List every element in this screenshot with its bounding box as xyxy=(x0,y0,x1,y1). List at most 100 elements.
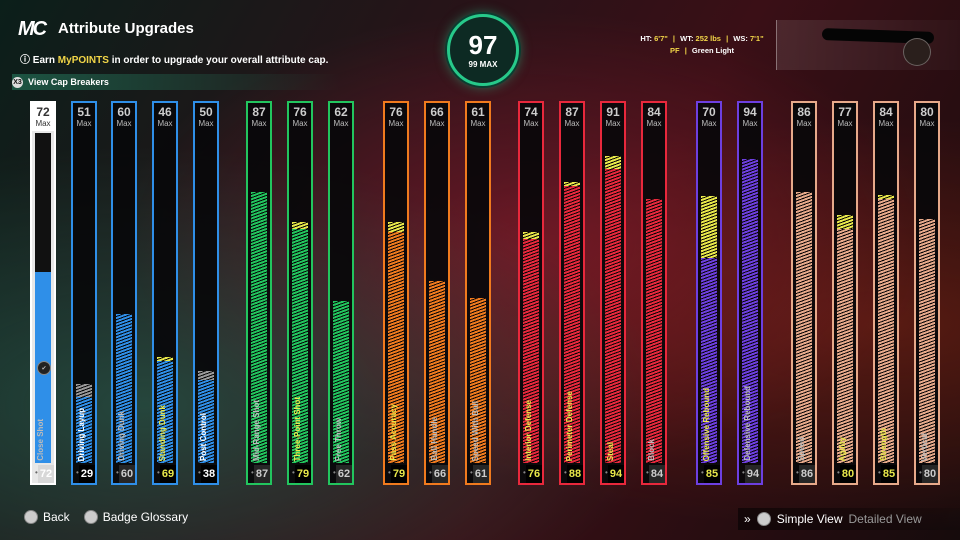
attribute-current-fill xyxy=(605,169,621,463)
attribute-upgrade-fill xyxy=(523,232,539,239)
attribute-current-value: 86 xyxy=(799,465,815,483)
attribute-max-label: Max xyxy=(116,119,132,128)
attribute-max-label: Max xyxy=(701,119,717,128)
attribute-current-fill xyxy=(198,380,214,463)
attribute-max-label: Max xyxy=(333,119,349,128)
attribute-name: Interior Defense xyxy=(521,349,535,461)
more-dots-icon: •• xyxy=(333,468,339,477)
detailed-view-option[interactable]: Detailed View xyxy=(848,512,922,526)
attribute-max: 70 Max xyxy=(698,103,720,131)
attribute-name-text: Close Shot xyxy=(35,419,45,461)
attribute-name-text: Block xyxy=(646,439,656,461)
attribute-name-text: Defensive Rebound xyxy=(742,386,752,461)
player-banner xyxy=(776,20,960,70)
attribute-name: Speed xyxy=(794,349,808,461)
view-cap-breakers-button[interactable]: X3 View Cap Breakers xyxy=(12,74,342,90)
attribute-current-value: 84 xyxy=(649,465,665,483)
attribute-name: Ball Handle xyxy=(427,349,441,461)
more-dots-icon: •• xyxy=(35,468,41,477)
attribute-current-value: 76 xyxy=(526,465,542,483)
subtitle-prefix: Earn xyxy=(32,55,58,66)
badge-glossary-button[interactable]: Badge Glossary xyxy=(83,510,188,524)
more-dots-icon: •• xyxy=(388,468,394,477)
more-dots-icon: •• xyxy=(292,468,298,477)
attribute-max-label: Max xyxy=(198,119,214,128)
more-dots-icon: •• xyxy=(157,468,163,477)
attribute-current-value: 69 xyxy=(160,465,176,483)
more-dots-icon: •• xyxy=(837,468,843,477)
controller-button-icon: X3 xyxy=(12,76,23,88)
attribute-name: Offensive Rebound xyxy=(699,349,713,461)
simple-view-option[interactable]: Simple View xyxy=(776,512,843,526)
back-button[interactable]: Back xyxy=(24,510,70,524)
attribute-max: 50 Max xyxy=(195,103,217,131)
attribute-current-value: 94 xyxy=(745,465,761,483)
attribute-name-text: Standing Dunk xyxy=(157,404,167,461)
overall-value: 97 xyxy=(468,29,498,60)
attribute-name-text: Offensive Rebound xyxy=(701,387,711,461)
attribute-current-value: 38 xyxy=(201,465,217,483)
square-button-icon xyxy=(83,510,98,524)
attribute-current-value: 61 xyxy=(473,465,489,483)
attribute-current-fill xyxy=(919,219,935,463)
more-dots-icon: •• xyxy=(198,468,204,477)
attribute-max: 76 Max xyxy=(289,103,311,131)
attribute-name-text: Interior Defense xyxy=(523,400,533,461)
overall-rating: 97 99 MAX xyxy=(447,14,519,86)
more-dots-icon: •• xyxy=(646,468,652,477)
attribute-upgrade-fill xyxy=(564,182,580,186)
attribute-max-value: 84 xyxy=(647,105,661,119)
attribute-max: 62 Max xyxy=(330,103,352,131)
more-dots-icon: •• xyxy=(76,468,82,477)
more-dots-icon: •• xyxy=(116,468,122,477)
attribute-current-fill xyxy=(157,361,173,463)
more-dots-icon: •• xyxy=(701,468,707,477)
attribute-max-value: 87 xyxy=(252,105,266,119)
attribute-max: 87 Max xyxy=(561,103,583,131)
attribute-name: Pass Accuracy xyxy=(386,349,400,461)
page-subtitle: ⓘ Earn MyPOINTS in order to upgrade your… xyxy=(20,51,328,66)
attribute-max-label: Max xyxy=(523,119,539,128)
info-icon: ⓘ xyxy=(20,55,30,66)
attribute-name-text: Vertical xyxy=(919,432,929,461)
view-toggle[interactable]: » Simple View Detailed View xyxy=(738,508,960,530)
attribute-max: 61 Max xyxy=(467,103,489,131)
attribute-name-text: Strength xyxy=(878,428,888,461)
more-dots-icon: •• xyxy=(429,468,435,477)
triangle-button-icon xyxy=(756,512,771,526)
attribute-max-value: 60 xyxy=(117,105,131,119)
attribute-max-label: Max xyxy=(76,119,92,128)
attribute-current-value: 60 xyxy=(119,465,135,483)
position-value: PF xyxy=(670,46,680,55)
attribute-name: Vertical xyxy=(917,349,931,461)
attribute-name-text: Driving Dunk xyxy=(116,411,126,461)
attribute-name-text: Agility xyxy=(837,436,847,461)
more-dots-icon: •• xyxy=(919,468,925,477)
cap-breakers-label: View Cap Breakers xyxy=(28,77,109,87)
attribute-max: 46 Max xyxy=(154,103,176,131)
attribute-upgrade-fill xyxy=(76,384,92,397)
attribute-current-fill xyxy=(251,192,267,463)
attribute-current-fill xyxy=(292,229,308,463)
